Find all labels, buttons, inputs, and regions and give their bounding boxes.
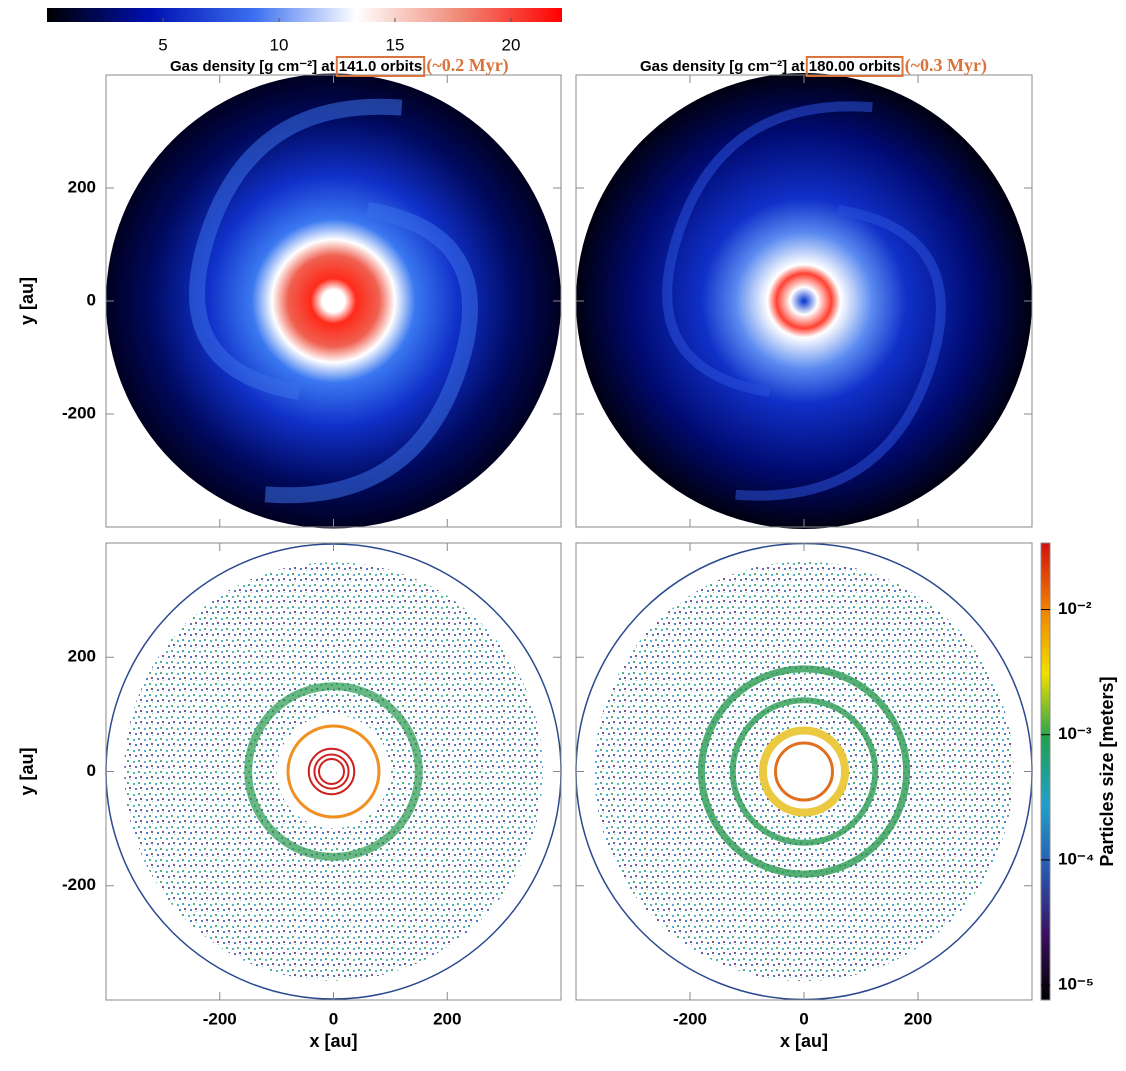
- colorbar-tick-label: 10⁻²: [1058, 599, 1092, 618]
- spiral-arm: [662, 101, 873, 398]
- time-annotation: (~0.3 Myr): [905, 55, 987, 76]
- time-label: 141.0 orbits: [339, 58, 422, 75]
- spiral-arm: [735, 204, 946, 501]
- title-text: Gas density [g cm⁻²] at: [170, 58, 335, 75]
- panel-title: Gas density [g cm⁻²] at 180.00 orbits (~…: [640, 55, 987, 76]
- x-tick-label: 0: [799, 1009, 808, 1028]
- y-tick-label: -200: [62, 403, 96, 422]
- spiral-arm: [189, 98, 403, 400]
- panel-title: Gas density [g cm⁻²] at 141.0 orbits (~0…: [170, 55, 509, 76]
- colorbar-label: Particles size [meters]: [1097, 676, 1117, 866]
- density-disk: [106, 73, 561, 529]
- x-tick-label: -200: [203, 1009, 237, 1028]
- x-tick-label: 200: [433, 1009, 461, 1028]
- dust-ring: [244, 682, 423, 861]
- colorbar-tick-label: 5: [158, 35, 167, 54]
- y-tick-label: 200: [68, 647, 96, 666]
- colorbar-tick-label: 10⁻⁴: [1058, 849, 1094, 868]
- y-tick-label: 0: [87, 290, 96, 309]
- y-axis-label: y [au]: [17, 747, 37, 795]
- dust-ring: [317, 757, 346, 786]
- dust-ring: [313, 753, 350, 790]
- y-tick-label: 200: [68, 177, 96, 196]
- time-highlight: [335, 55, 426, 77]
- colorbar-tick-label: 15: [386, 35, 405, 54]
- time-annotation: (~0.2 Myr): [426, 55, 508, 76]
- dust-ring: [307, 747, 356, 796]
- colorbar-tick-label: 10⁻⁵: [1058, 975, 1094, 994]
- dust-ring: [758, 726, 850, 817]
- colorbar-tick-label: 20: [502, 35, 521, 54]
- y-tick-label: -200: [62, 875, 96, 894]
- dust-ring: [286, 724, 381, 819]
- x-tick-label: 200: [904, 1009, 932, 1028]
- dust-ring: [729, 697, 879, 846]
- x-axis-label: x [au]: [309, 1031, 357, 1051]
- time-highlight: [805, 55, 904, 77]
- colorbar-tick-label: 10: [270, 35, 289, 54]
- spiral-arm: [264, 202, 478, 504]
- title-text: Gas density [g cm⁻²] at: [640, 58, 805, 75]
- density-disk: [576, 73, 1032, 529]
- gap: [759, 727, 849, 816]
- colorbar-tick-label: 10⁻³: [1058, 724, 1092, 743]
- dust-ring: [697, 665, 911, 878]
- x-axis-label: x [au]: [780, 1031, 828, 1051]
- y-axis-label: y [au]: [17, 277, 37, 325]
- time-label: 180.00 orbits: [809, 58, 901, 75]
- dust-ring: [774, 741, 834, 802]
- x-tick-label: -200: [673, 1009, 707, 1028]
- x-tick-label: 0: [329, 1009, 338, 1028]
- gap: [276, 714, 391, 829]
- colorbar: [47, 8, 562, 22]
- colorbar: [1040, 542, 1051, 1001]
- y-tick-label: 0: [87, 761, 96, 780]
